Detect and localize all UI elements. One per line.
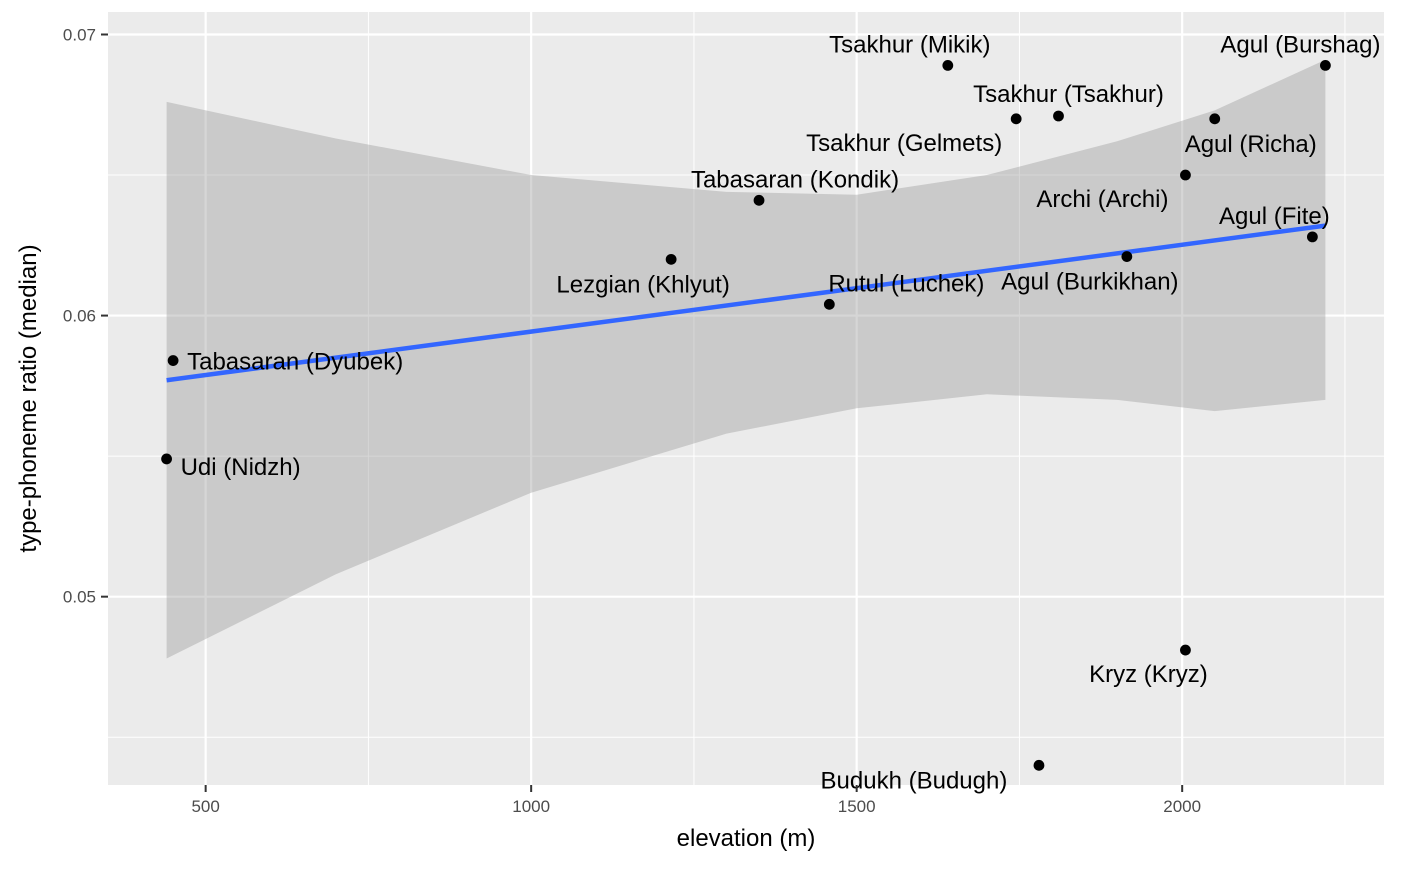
point-label: Tabasaran (Dyubek) [187,349,403,376]
y-tick-label: 0.07 [63,25,96,44]
point-label: Lezgian (Khlyut) [556,271,729,298]
y-axis-title: type-phoneme ratio (median) [15,244,42,552]
data-point [1320,60,1331,71]
x-axis: 500 1000 1500 2000 [191,785,1201,816]
data-point [942,60,954,71]
data-point [1180,644,1191,656]
data-point [753,194,765,206]
data-points [161,60,1331,771]
confidence-band [166,59,1326,659]
point-label: Agul (Burkikhan) [1001,269,1178,296]
data-point [1033,759,1045,771]
point-label: Tsakhur (Gelmets) [806,130,1002,157]
y-tick-label: 0.06 [63,307,96,326]
x-axis-title: elevation (m) [677,825,816,852]
y-axis: 0.05 0.06 0.07 [63,25,108,607]
trend-line [166,223,1326,383]
data-point [665,253,677,265]
x-tick-label: 2000 [1163,797,1201,816]
point-label: Agul (Burshag) [1220,31,1380,58]
x-tick-label: 1500 [838,797,876,816]
y-tick-label: 0.05 [63,588,96,607]
data-point [1121,251,1133,262]
point-label: Tsakhur (Tsakhur) [973,81,1164,108]
point-label: Tsakhur (Mikik) [829,31,990,58]
data-point [1010,113,1022,125]
point-label: Agul (Fite) [1219,203,1330,230]
grid-minor [108,12,1384,785]
point-label: Budukh (Budugh) [821,767,1008,794]
data-point [1306,231,1318,243]
data-point [1180,169,1191,181]
point-label: Udi (Nidzh) [181,454,301,481]
data-point [167,355,179,366]
x-tick-label: 1000 [512,797,550,816]
point-label: Kryz (Kryz) [1089,661,1208,688]
point-label: Agul (Richa) [1185,131,1317,158]
x-tick-label: 500 [191,797,219,816]
data-point [823,298,835,310]
plot-panel [108,12,1384,785]
point-label: Rutul (Luchek) [828,270,984,297]
point-label: Tabasaran (Kondik) [691,166,899,193]
data-point [1209,113,1221,125]
point-label: Archi (Archi) [1036,186,1168,213]
data-point [161,453,172,465]
grid-major [108,12,1384,785]
data-point [1053,110,1064,122]
point-labels: Udi (Nidzh) Tabasaran (Dyubek) Lezgian (Kh… [181,31,1381,794]
